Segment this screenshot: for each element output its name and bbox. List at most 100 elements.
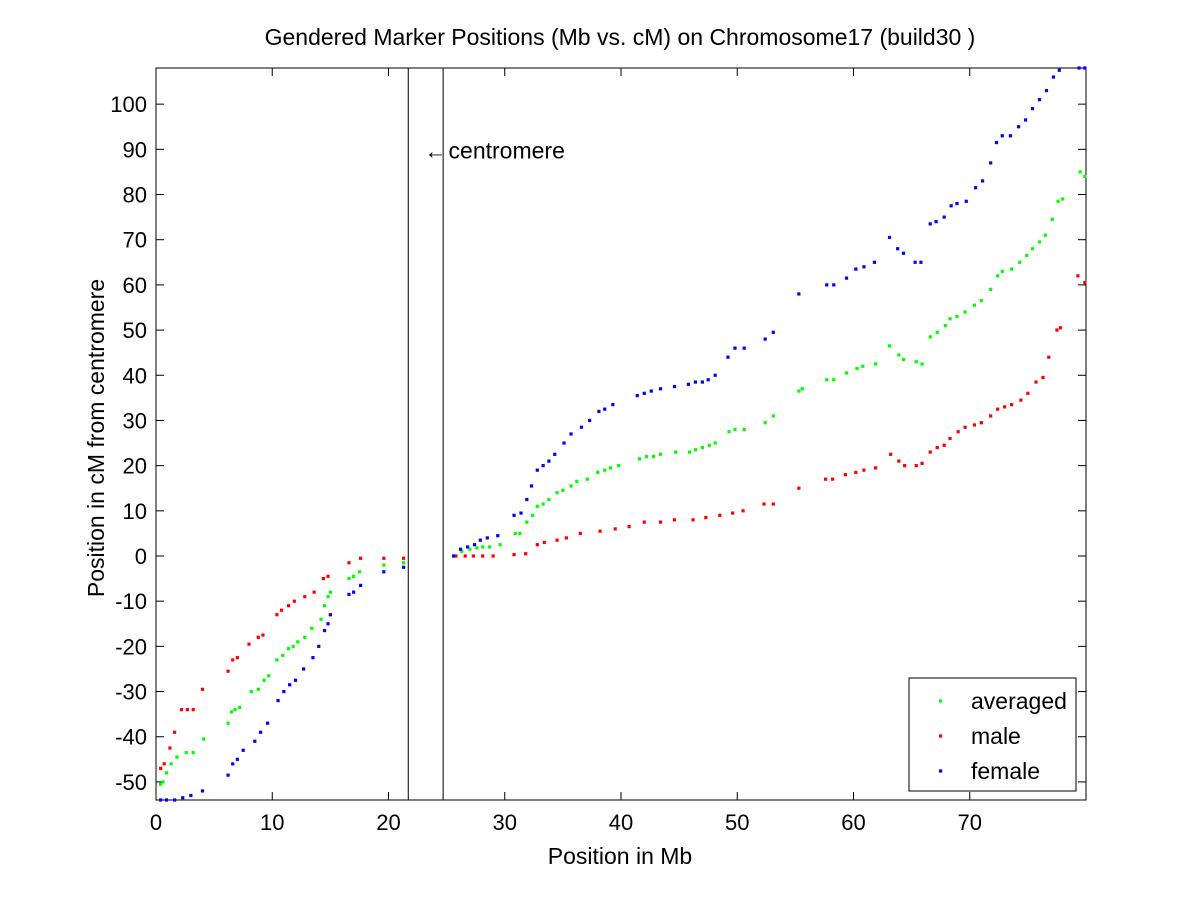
data-point <box>465 545 470 549</box>
data-point <box>686 382 691 386</box>
data-point <box>704 515 708 520</box>
data-point <box>862 265 866 269</box>
data-point <box>1037 98 1042 102</box>
data-point <box>161 780 165 784</box>
data-point <box>454 554 458 558</box>
data-point <box>920 362 924 366</box>
data-point <box>402 565 406 569</box>
data-point <box>312 590 316 594</box>
data-point <box>184 750 188 755</box>
data-point <box>275 613 279 617</box>
data-point <box>275 658 279 662</box>
y-tick-label: 60 <box>123 273 147 298</box>
data-point <box>293 678 298 682</box>
series-female <box>159 66 1087 802</box>
chart-title: Gendered Marker Positions (Mb vs. cM) on… <box>265 24 976 50</box>
data-point <box>897 459 901 463</box>
data-point <box>928 222 932 226</box>
data-point <box>1003 405 1007 409</box>
x-tick-label: 50 <box>725 810 749 835</box>
data-point <box>569 432 573 436</box>
data-point <box>359 583 363 587</box>
data-point <box>578 531 582 536</box>
centromere-label: centromere <box>449 137 565 163</box>
data-point <box>585 477 589 481</box>
data-point <box>844 371 849 375</box>
data-point <box>872 260 877 264</box>
data-point <box>763 337 767 341</box>
data-point <box>326 574 330 578</box>
data-point <box>919 260 923 264</box>
data-point <box>691 518 695 522</box>
data-point <box>642 520 646 524</box>
data-point <box>706 378 710 382</box>
data-point <box>159 798 163 802</box>
data-point <box>1030 107 1035 111</box>
data-point <box>266 721 270 725</box>
data-point <box>707 443 711 447</box>
legend-marker <box>939 769 943 773</box>
data-point <box>1047 355 1051 359</box>
data-point <box>233 708 237 712</box>
data-point <box>824 477 828 481</box>
data-point <box>535 504 539 508</box>
data-point <box>463 554 467 558</box>
data-point <box>1026 391 1030 395</box>
data-point <box>326 622 330 626</box>
data-point <box>525 497 529 502</box>
data-point <box>542 540 546 545</box>
data-point <box>253 739 257 743</box>
data-point <box>262 678 266 682</box>
data-point <box>1023 118 1028 122</box>
data-point <box>797 389 801 393</box>
data-point <box>955 201 959 206</box>
data-point <box>249 689 253 694</box>
data-point <box>555 538 559 542</box>
data-point <box>238 705 242 709</box>
y-tick-label: -40 <box>115 725 147 750</box>
data-point <box>742 346 746 350</box>
data-point <box>481 545 485 549</box>
data-point <box>579 425 584 429</box>
data-point <box>322 604 327 608</box>
data-point <box>226 721 230 725</box>
data-point <box>741 509 745 513</box>
data-point <box>973 186 978 190</box>
data-point <box>259 730 263 734</box>
data-point <box>617 464 621 468</box>
data-point <box>928 450 932 454</box>
data-point <box>175 755 179 759</box>
data-point <box>1025 253 1029 258</box>
data-point <box>832 378 836 382</box>
data-point <box>1078 170 1082 174</box>
data-point <box>352 574 356 578</box>
data-point <box>547 497 551 502</box>
data-point <box>569 484 573 488</box>
data-point <box>1010 267 1014 271</box>
data-point <box>478 538 482 542</box>
data-point <box>956 430 960 434</box>
data-point <box>861 364 865 368</box>
data-point <box>202 737 206 741</box>
data-point <box>797 486 801 490</box>
data-point <box>191 750 195 755</box>
data-point <box>231 658 235 662</box>
legend-marker <box>939 734 943 738</box>
legend-label: male <box>971 723 1021 749</box>
data-point <box>541 502 545 506</box>
data-point <box>292 599 296 603</box>
x-tick-label: 70 <box>958 810 982 835</box>
data-point <box>972 423 976 427</box>
data-point <box>935 445 939 450</box>
data-point <box>825 378 829 382</box>
data-point <box>979 421 983 425</box>
data-point <box>159 782 163 786</box>
data-point <box>402 561 406 565</box>
data-point <box>460 549 464 554</box>
data-point <box>627 525 631 529</box>
data-point <box>914 464 918 468</box>
data-point <box>949 204 953 208</box>
y-tick-label: -20 <box>115 634 147 659</box>
data-point <box>231 762 235 766</box>
data-point <box>914 360 918 364</box>
